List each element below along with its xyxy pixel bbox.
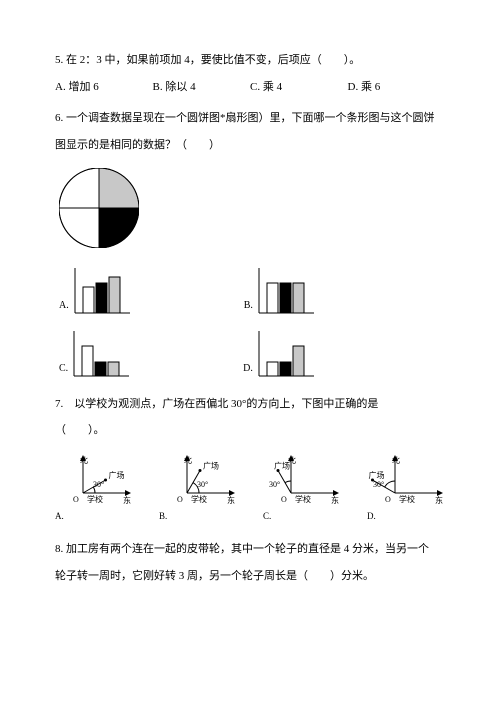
- dir-C: 北 东 O 学校 广场 30° C.: [263, 453, 341, 525]
- dir-B: 北 东 O 学校 广场 30° B.: [159, 453, 237, 525]
- svg-text:广场: 广场: [203, 461, 219, 471]
- dir-A-label: A.: [55, 508, 133, 525]
- label-D: D.: [243, 359, 253, 378]
- pie-chart: [59, 168, 445, 248]
- q5-optC: C. 乘 4: [250, 77, 348, 98]
- svg-text:30°: 30°: [93, 480, 104, 489]
- q7-line1: 7. 以学校为观测点，广场在西偏北 30°的方向上，下图中正确的是: [55, 394, 445, 415]
- q5-optD: D. 乘 6: [348, 77, 446, 98]
- dir-C-label: C.: [263, 508, 341, 525]
- dir-D: 北 东 O 学校 广场 30° D.: [367, 453, 445, 525]
- q5-options: A. 增加 6 B. 除以 4 C. 乘 4 D. 乘 6: [55, 77, 445, 98]
- svg-text:30°: 30°: [197, 480, 208, 489]
- dir-D-label: D.: [367, 508, 445, 525]
- svg-text:O: O: [177, 495, 183, 504]
- svg-text:东: 东: [123, 495, 131, 505]
- svg-text:学校: 学校: [191, 494, 207, 504]
- chart-D: D.: [243, 329, 318, 378]
- svg-text:O: O: [281, 495, 287, 504]
- svg-text:O: O: [73, 495, 79, 504]
- direction-row: 北 东 O 学校 广场 30° A. 北 东 O 学校 广场 30° B. 北 …: [55, 453, 445, 525]
- svg-text:学校: 学校: [295, 494, 311, 504]
- svg-text:东: 东: [331, 495, 339, 505]
- q8-line2: 轮子转一周时，它刚好转 3 周，另一个轮子周长是（ ）分米。: [55, 566, 445, 587]
- svg-text:学校: 学校: [399, 494, 415, 504]
- dir-B-label: B.: [159, 508, 237, 525]
- svg-text:北: 北: [392, 456, 400, 465]
- chart-row-2: C. D.: [55, 329, 445, 378]
- chart-row-1: A. B.: [55, 266, 445, 315]
- chart-B: B.: [244, 266, 318, 315]
- svg-text:东: 东: [227, 495, 235, 505]
- svg-text:学校: 学校: [87, 494, 103, 504]
- q8-line1: 8. 加工房有两个连在一起的皮带轮，其中一个轮子的直径是 4 分米，当另一个: [55, 539, 445, 560]
- dir-A: 北 东 O 学校 广场 30° A.: [55, 453, 133, 525]
- svg-text:30°: 30°: [373, 480, 384, 489]
- svg-text:广场: 广场: [109, 470, 125, 480]
- q7-line2: （ ）。: [55, 420, 445, 441]
- svg-text:广场: 广场: [274, 461, 290, 471]
- q5-optB: B. 除以 4: [153, 77, 251, 98]
- svg-text:O: O: [385, 495, 391, 504]
- svg-text:北: 北: [184, 456, 192, 465]
- q5-text: 5. 在 2：3 中，如果前项加 4，要使比值不变，后项应（ ）。: [55, 50, 445, 71]
- q5-optA: A. 增加 6: [55, 77, 153, 98]
- svg-text:东: 东: [435, 495, 443, 505]
- label-A: A.: [59, 296, 69, 315]
- label-B: B.: [244, 296, 253, 315]
- chart-A: A.: [59, 266, 134, 315]
- label-C: C.: [59, 359, 68, 378]
- q6-line1: 6. 一个调查数据呈现在一个圆饼图*扇形图）里，下面哪一个条形图与这个圆饼: [55, 108, 445, 129]
- chart-C: C.: [59, 329, 133, 378]
- svg-text:广场: 广场: [368, 470, 384, 480]
- svg-text:北: 北: [80, 456, 88, 465]
- svg-text:30°: 30°: [269, 480, 280, 489]
- q6-line2: 图显示的是相同的数据？（ ）: [55, 135, 445, 156]
